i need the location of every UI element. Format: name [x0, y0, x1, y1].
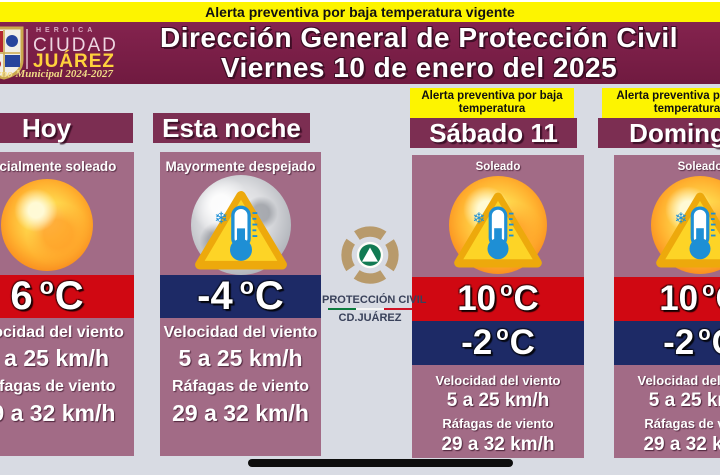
wind-speed-value: 5 a 25 km/h — [648, 390, 720, 411]
proteccion-civil-text: PROTECCIÓN CIVIL — [322, 294, 427, 306]
gust-label: Ráfagas de viento — [172, 378, 309, 395]
temp-value: -2 — [663, 323, 695, 362]
temp-value: -2 — [461, 323, 493, 362]
degree-mark: o — [500, 278, 513, 301]
condition-text: Mayormente despejado — [165, 159, 316, 174]
top-alert-text: Alerta preventiva por baja temperatura v… — [205, 4, 515, 20]
logo-divider — [26, 29, 28, 69]
gust-value: 29 a 32 km/h — [441, 434, 555, 455]
low-temp-band: -4 o C — [160, 273, 321, 318]
top-alert-banner: Alerta preventiva por baja temperatura v… — [0, 0, 720, 22]
wind-speed-value: 5 a 25 km/h — [178, 345, 303, 371]
city-logo: HEROICA CIUDAD JUÁREZ Gobierno Municipal… — [0, 22, 250, 84]
temp-unit: C — [254, 274, 284, 318]
degree-mark: o — [496, 322, 509, 345]
temp-value: 10 — [457, 279, 497, 318]
wind-speed-label: Velocidad del viento — [637, 373, 720, 388]
tricolor-rule — [328, 308, 412, 310]
cd-juarez-text: CD.JUÁREZ — [338, 312, 402, 324]
sun-icon — [0, 174, 134, 275]
bottom-divider-bar — [248, 459, 513, 467]
degree-mark: o — [239, 273, 254, 300]
gust-value: 29 a 32 km/h — [0, 400, 116, 426]
column-title-esta-noche: Esta noche — [153, 113, 310, 143]
column-title-sabado: Sábado 11 — [410, 118, 577, 148]
header-titles: Dirección General de Protección Civil Vi… — [118, 22, 720, 84]
temp-unit: C — [509, 323, 535, 362]
forecast-panel-esta-noche: Mayormente despejado ❄ -4 o C Velocidad de… — [160, 152, 321, 456]
svg-text:❄: ❄ — [472, 210, 485, 228]
alert-line: Alerta preventiva por baja — [421, 90, 563, 102]
header: HEROICA CIUDAD JUÁREZ Gobierno Municipal… — [0, 22, 720, 84]
column-title-hoy: Hoy — [0, 113, 133, 143]
logo-ciudad: CIUDAD — [33, 35, 118, 56]
logo-municipal: Gobierno Municipal 2024-2027 — [0, 68, 114, 80]
logo-juarez: JUÁREZ — [33, 51, 116, 72]
degree-mark: o — [39, 273, 54, 300]
city-crest-icon — [0, 26, 24, 80]
gust-value: 29 a 32 km/h — [643, 434, 720, 455]
temp-value: -4 — [197, 274, 233, 318]
wind-speed-label: Velocidad del viento — [0, 324, 124, 341]
gust-label: Ráfagas de viento — [644, 416, 720, 431]
proteccion-civil-emblem-icon — [341, 226, 399, 284]
sun-cold-alert-icon: ❄ — [412, 173, 584, 277]
temp-unit: C — [716, 279, 720, 319]
temp-unit: C — [712, 323, 720, 363]
alert-banner-domingo: Alerta preventiva por baja temperatura — [602, 88, 720, 118]
temp-unit: C — [513, 279, 539, 318]
header-title: Dirección General de Protección Civil — [159, 22, 678, 53]
column-title-domingo: Domingo — [598, 118, 720, 148]
degree-mark: o — [702, 278, 715, 301]
temp-value: 6 — [10, 274, 33, 318]
logo-heroica: HEROICA — [36, 27, 97, 34]
gust-label: Ráfagas de viento — [442, 416, 554, 431]
alert-line: temperatura — [653, 103, 720, 115]
temp-value: 10 — [659, 279, 699, 318]
gust-value: 29 a 32 km/h — [172, 400, 309, 426]
condition-text: Soleado — [677, 161, 720, 173]
low-temp-band: -2oC — [614, 321, 720, 365]
wind-speed-value: 5 a 25 km/h — [0, 345, 110, 371]
moon-cold-alert-icon: ❄ — [160, 174, 321, 275]
degree-mark: o — [698, 322, 711, 345]
wind-speed-label: Velocidad del viento — [163, 324, 318, 341]
forecast-panel-hoy: Parcialmente soleado 6oC Velocidad del v… — [0, 152, 134, 456]
alert-line: temperatura — [458, 103, 526, 115]
header-date: Viernes 10 de enero del 2025 — [220, 52, 618, 83]
alert-banner-sabado: Alerta preventiva por baja temperatura — [410, 88, 574, 118]
proteccion-civil-logo: PROTECCIÓN CIVIL CD.JUÁREZ — [322, 225, 427, 324]
condition-text: Soleado — [475, 161, 521, 173]
svg-text:❄: ❄ — [214, 208, 228, 227]
svg-text:❄: ❄ — [674, 210, 687, 228]
sun-cold-alert-icon: ❄ — [614, 173, 720, 277]
forecast-panel-sabado: Soleado ❄ 10 o C -2 o C Velocidad del viento… — [412, 155, 584, 458]
condition-text: Parcialmente soleado — [0, 159, 117, 174]
temp-unit: C — [54, 274, 84, 318]
wind-speed-value: 5 a 25 km/h — [446, 390, 550, 411]
wind-speed-label: Velocidad del viento — [435, 373, 561, 388]
alert-line: Alerta preventiva por baja — [616, 90, 720, 102]
gust-label: Ráfagas de viento — [0, 378, 116, 395]
